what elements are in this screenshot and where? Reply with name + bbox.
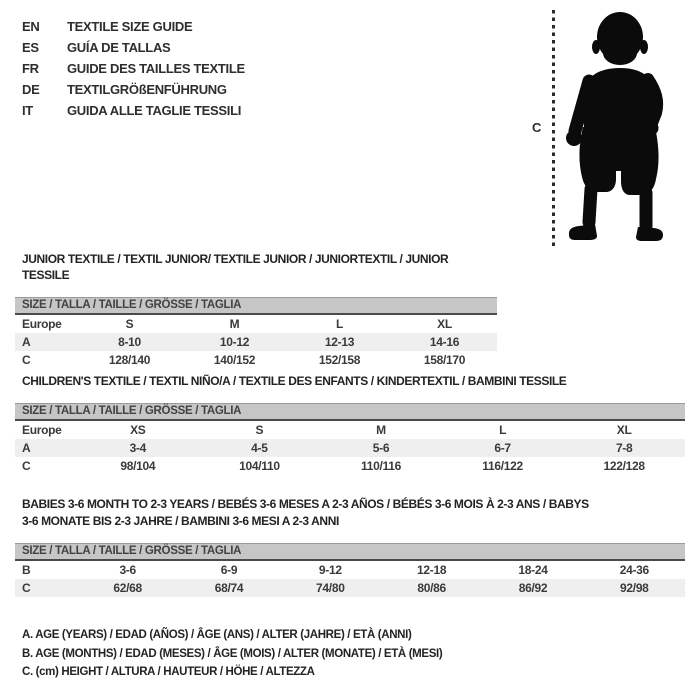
table-row: B 3-6 6-9 9-12 12-18 18-24 24-36 — [15, 561, 685, 579]
size-cell: S — [255, 423, 264, 437]
size-cell: S — [125, 317, 134, 331]
size-cell: 12-18 — [417, 563, 447, 577]
table-row: A 8-10 10-12 12-13 14-16 — [15, 333, 497, 351]
height-measure-figure: C — [528, 8, 700, 250]
size-cell: 86/92 — [518, 581, 548, 595]
size-cell: 74/80 — [316, 581, 345, 595]
children-textile-section: CHILDREN'S TEXTILE / TEXTIL NIÑO/A / TEX… — [15, 373, 685, 475]
table-row: C 98/104 104/110 110/116 116/122 122/128 — [15, 457, 685, 475]
row-label: B — [22, 563, 31, 577]
language-code: DE — [22, 82, 40, 97]
size-cell: 158/170 — [423, 353, 466, 367]
figure-label-c: C — [532, 120, 542, 135]
size-cell: 9-12 — [318, 563, 342, 577]
size-cell: 80/86 — [417, 581, 446, 595]
size-cell: 7-8 — [615, 441, 633, 455]
table-row: C 128/140 140/152 152/158 158/170 — [15, 351, 497, 369]
size-cell: 92/98 — [620, 581, 649, 595]
size-cell: 98/104 — [120, 459, 156, 473]
size-cell: 128/140 — [108, 353, 151, 367]
size-cell: XL — [616, 423, 632, 437]
size-cell: 6-9 — [220, 563, 238, 577]
size-cell: 110/116 — [361, 459, 401, 473]
size-cell: 62/68 — [113, 581, 142, 595]
section-title: BABIES 3-6 MONTH TO 2-3 YEARS / BEBÉS 3-… — [22, 497, 589, 528]
language-code: EN — [22, 19, 40, 34]
row-label: C — [22, 353, 31, 367]
size-cell: 18-24 — [518, 563, 548, 577]
size-cell: 68/74 — [214, 581, 244, 595]
size-cell: 152/158 — [318, 353, 361, 367]
language-title: GUIDE DES TAILLES TEXTILE — [67, 61, 245, 76]
size-cell: 3-6 — [119, 563, 136, 577]
junior-textile-section: JUNIOR TEXTILE / TEXTIL JUNIOR/ TEXTILE … — [15, 251, 497, 369]
row-label: A — [22, 441, 31, 455]
table-row: Europe S M L XL — [15, 315, 497, 333]
table-row: A 3-4 4-5 5-6 6-7 7-8 — [15, 439, 685, 457]
row-label: Europe — [22, 423, 62, 437]
language-title: GUIDA ALLE TAGLIE TESSILI — [67, 103, 242, 118]
language-row: FR GUIDE DES TAILLES TEXTILE — [22, 58, 245, 79]
size-cell: 140/152 — [213, 353, 256, 367]
size-header-band: SIZE / TALLA / TAILLE / GRÖSSE / TAGLIA — [15, 403, 685, 421]
table-row: Europe XS S M L XL — [15, 421, 685, 439]
height-dotted-line-icon — [552, 10, 555, 247]
size-cell: M — [376, 423, 386, 437]
language-code: IT — [22, 103, 33, 118]
size-cell: 4-5 — [251, 441, 268, 455]
size-cell: 6-7 — [494, 441, 511, 455]
section-title: JUNIOR TEXTILE / TEXTIL JUNIOR/ TEXTILE … — [22, 252, 449, 282]
language-row: DE TEXTILGRÖßENFÜHRUNG — [22, 79, 245, 100]
size-cell: 12-13 — [324, 335, 355, 349]
footnote-c: C. (cm) HEIGHT / ALTURA / HAUTEUR / HÖHE… — [22, 666, 315, 678]
size-cell: 5-6 — [372, 441, 390, 455]
row-label: C — [22, 459, 31, 473]
table-row: C 62/68 68/74 74/80 80/86 86/92 92/98 — [15, 579, 685, 597]
size-header-band: SIZE / TALLA / TAILLE / GRÖSSE / TAGLIA — [15, 543, 685, 561]
language-title: GUÍA DE TALLAS — [67, 40, 171, 55]
language-code: ES — [22, 40, 39, 55]
size-cell: 14-16 — [429, 335, 460, 349]
size-cell: 24-36 — [619, 563, 650, 577]
language-title-block: EN TEXTILE SIZE GUIDE ES GUÍA DE TALLAS … — [22, 16, 245, 121]
size-cell: 3-4 — [129, 441, 147, 455]
size-cell: 10-12 — [219, 335, 250, 349]
language-row: ES GUÍA DE TALLAS — [22, 37, 245, 58]
size-cell: 104/110 — [239, 459, 280, 473]
section-title: CHILDREN'S TEXTILE / TEXTIL NIÑO/A / TEX… — [22, 374, 567, 388]
size-cell: XS — [130, 423, 146, 437]
size-cell: L — [335, 317, 344, 331]
size-cell: L — [499, 423, 507, 437]
footnote-b: B. AGE (MONTHS) / EDAD (MESES) / ÂGE (MO… — [22, 647, 443, 660]
row-label: C — [22, 581, 31, 595]
size-cell: M — [229, 317, 240, 331]
size-cell: 116/122 — [482, 459, 523, 473]
footnote-a: A. AGE (YEARS) / EDAD (AÑOS) / ÂGE (ANS)… — [22, 629, 412, 641]
size-cell: 122/128 — [603, 459, 646, 473]
language-row: EN TEXTILE SIZE GUIDE — [22, 16, 245, 37]
language-code: FR — [22, 61, 39, 76]
language-title: TEXTILGRÖßENFÜHRUNG — [67, 82, 227, 97]
row-label: Europe — [22, 317, 62, 331]
footnote-legend: A. AGE (YEARS) / EDAD (AÑOS) / ÂGE (ANS)… — [22, 626, 443, 682]
babies-textile-section: BABIES 3-6 MONTH TO 2-3 YEARS / BEBÉS 3-… — [15, 496, 685, 597]
row-label: A — [22, 335, 31, 349]
size-header-band: SIZE / TALLA / TAILLE / GRÖSSE / TAGLIA — [15, 297, 497, 315]
size-cell: 8-10 — [118, 335, 141, 349]
language-title: TEXTILE SIZE GUIDE — [67, 19, 193, 34]
language-row: IT GUIDA ALLE TAGLIE TESSILI — [22, 100, 245, 121]
toddler-silhouette-icon — [566, 12, 664, 241]
size-cell: XL — [437, 317, 452, 331]
